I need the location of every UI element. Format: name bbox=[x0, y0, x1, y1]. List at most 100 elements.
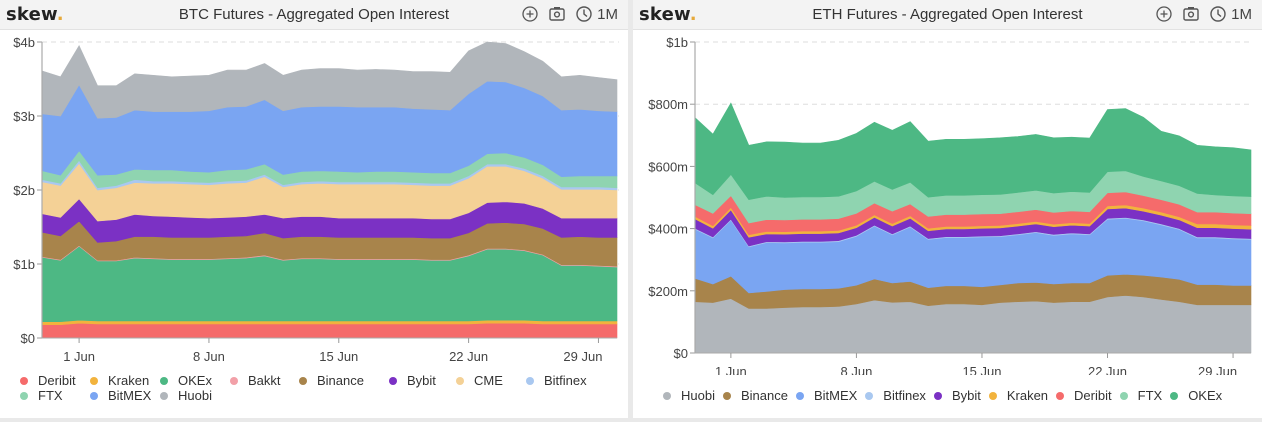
legend-dot-icon bbox=[722, 391, 731, 400]
x-tick-label: 29 Jun bbox=[1198, 364, 1237, 375]
x-tick-label: 22 Jun bbox=[449, 349, 488, 364]
legend-label: OKEx bbox=[178, 373, 212, 388]
legend-dot-icon bbox=[663, 391, 671, 400]
legend-item-kraken[interactable]: Kraken bbox=[90, 373, 160, 388]
legend-item-bitfinex[interactable]: Bitfinex bbox=[526, 373, 596, 388]
legend-dot-icon bbox=[20, 391, 28, 400]
legend-dot-icon bbox=[526, 376, 534, 385]
y-tick-label: $1b bbox=[666, 35, 688, 50]
legend-dot-icon bbox=[299, 376, 307, 385]
skew-logo: skew. bbox=[639, 4, 697, 25]
legend-label: OKEx bbox=[1188, 388, 1223, 403]
x-tick-label: 8 Jun bbox=[841, 364, 873, 375]
plus-circle-icon[interactable] bbox=[1155, 5, 1173, 23]
x-tick-label: 15 Jun bbox=[319, 349, 358, 364]
btc-legend: Deribit Kraken OKEx Bakkt Binance Bybit CME Bit… bbox=[20, 373, 618, 403]
legend-label: CME bbox=[474, 373, 503, 388]
btc-open-interest-chart: $0 $1b $2b $3b $4b 1 Jun 8 Jun 15 Jun 22 Jun 29 J… bbox=[13, 35, 619, 364]
legend-dot-icon bbox=[230, 376, 238, 385]
y-tick-label: $200m bbox=[648, 284, 688, 299]
chart-title: ETH Futures - Aggregated Open Interest bbox=[812, 6, 1083, 23]
legend-dot-icon bbox=[1119, 391, 1128, 400]
legend-label: Bybit bbox=[407, 373, 436, 388]
legend-item-cme[interactable]: CME bbox=[456, 373, 526, 388]
chart-title: BTC Futures - Aggregated Open Interest bbox=[178, 6, 450, 23]
camera-icon[interactable] bbox=[548, 5, 566, 23]
legend-label: Deribit bbox=[1074, 388, 1112, 403]
legend-dot-icon bbox=[1170, 391, 1179, 400]
legend-dot-icon bbox=[933, 391, 942, 400]
time-range-button[interactable]: 1M bbox=[597, 5, 618, 23]
legend-label: Binance bbox=[740, 388, 788, 403]
y-tick-label: $4b bbox=[13, 35, 35, 50]
legend-item-binance[interactable]: Binance bbox=[722, 388, 788, 403]
legend-item-okex[interactable]: OKEx bbox=[1170, 388, 1222, 403]
legend-item-okex[interactable]: OKEx bbox=[160, 373, 230, 388]
skew-logo: skew. bbox=[6, 4, 64, 25]
legend-item-deribit[interactable]: Deribit bbox=[1056, 388, 1112, 403]
legend-item-deribit[interactable]: Deribit bbox=[20, 373, 90, 388]
legend-label: Huobi bbox=[681, 388, 715, 403]
legend-item-bybit[interactable]: Bybit bbox=[389, 373, 444, 388]
clock-icon[interactable] bbox=[575, 5, 593, 23]
legend-item-ftx[interactable]: FTX bbox=[1119, 388, 1163, 403]
y-tick-label: $600m bbox=[648, 159, 688, 174]
legend-item-huobi[interactable]: Huobi bbox=[160, 388, 230, 403]
legend-label: Kraken bbox=[1006, 388, 1049, 403]
legend-item-bitmex[interactable]: BitMEX bbox=[795, 388, 858, 403]
legend-item-bitmex[interactable]: BitMEX bbox=[90, 388, 160, 403]
legend-dot-icon bbox=[90, 376, 98, 385]
legend-item-huobi[interactable]: Huobi bbox=[663, 388, 715, 403]
legend-item-kraken[interactable]: Kraken bbox=[988, 388, 1049, 403]
y-tick-label: $800m bbox=[648, 97, 688, 112]
legend-label: Binance bbox=[317, 373, 364, 388]
legend-item-bakkt[interactable]: Bakkt bbox=[230, 373, 299, 388]
legend-dot-icon bbox=[20, 376, 28, 385]
legend-label: Bybit bbox=[951, 388, 981, 403]
legend-label: Bitfinex bbox=[883, 388, 926, 403]
legend-item-ftx[interactable]: FTX bbox=[20, 388, 90, 403]
legend-item-binance[interactable]: Binance bbox=[299, 373, 389, 388]
plus-circle-icon[interactable] bbox=[521, 5, 539, 23]
legend-dot-icon bbox=[456, 376, 464, 385]
legend-label: Bitfinex bbox=[544, 373, 587, 388]
legend-label: BitMEX bbox=[813, 388, 858, 403]
y-tick-label: $0 bbox=[674, 346, 688, 361]
legend-label: Deribit bbox=[38, 373, 76, 388]
area-series-huobi[interactable] bbox=[41, 41, 618, 119]
x-tick-label: 8 Jun bbox=[193, 349, 225, 364]
y-tick-label: $400m bbox=[648, 222, 688, 237]
area-series-deribit[interactable] bbox=[41, 322, 618, 339]
legend-dot-icon bbox=[795, 391, 804, 400]
legend-label: FTX bbox=[38, 388, 63, 403]
panel-header: skew. BTC Futures - Aggregated Open Inte… bbox=[0, 0, 628, 30]
btc-chart-panel: skew. BTC Futures - Aggregated Open Inte… bbox=[0, 0, 628, 418]
time-range-button[interactable]: 1M bbox=[1231, 5, 1252, 23]
x-tick-label: 15 Jun bbox=[962, 364, 1001, 375]
chart-toolbar: 1M bbox=[1155, 5, 1252, 23]
legend-dot-icon bbox=[1056, 391, 1065, 400]
legend-item-bitfinex[interactable]: Bitfinex bbox=[865, 388, 926, 403]
eth-open-interest-chart: $0 $200m $400m $600m $800m $1b 1 Jun 8 Jun 15 Ju… bbox=[648, 35, 1253, 375]
area-series-okex[interactable] bbox=[694, 102, 1252, 201]
clock-icon[interactable] bbox=[1209, 5, 1227, 23]
x-tick-label: 1 Jun bbox=[63, 349, 95, 364]
eth-chart-panel: skew. ETH Futures - Aggregated Open Inte… bbox=[633, 0, 1262, 418]
x-tick-label: 29 Jun bbox=[563, 349, 602, 364]
camera-icon[interactable] bbox=[1182, 5, 1200, 23]
legend-label: FTX bbox=[1137, 388, 1163, 403]
panel-header: skew. ETH Futures - Aggregated Open Inte… bbox=[633, 0, 1262, 30]
legend-label: Huobi bbox=[178, 388, 212, 403]
legend-dot-icon bbox=[160, 391, 168, 400]
legend-label: BitMEX bbox=[108, 388, 152, 403]
legend-label: Kraken bbox=[108, 373, 150, 388]
y-tick-label: $3b bbox=[13, 109, 35, 124]
legend-dot-icon bbox=[160, 376, 168, 385]
legend-dot-icon bbox=[988, 391, 997, 400]
y-tick-label: $0 bbox=[21, 331, 35, 346]
x-tick-label: 1 Jun bbox=[715, 364, 747, 375]
legend-label: Bakkt bbox=[248, 373, 281, 388]
legend-item-bybit[interactable]: Bybit bbox=[933, 388, 981, 403]
y-tick-label: $1b bbox=[13, 257, 35, 272]
legend-dot-icon bbox=[865, 391, 874, 400]
